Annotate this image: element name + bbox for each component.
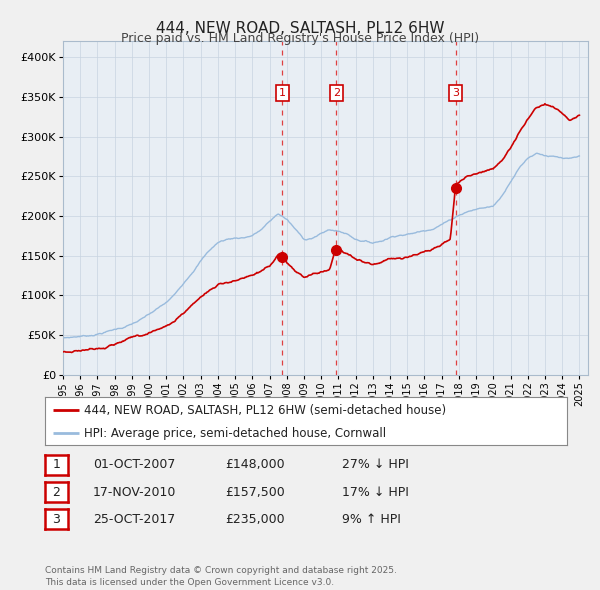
Text: £148,000: £148,000 — [225, 458, 284, 471]
Text: 25-OCT-2017: 25-OCT-2017 — [93, 513, 175, 526]
Text: 1: 1 — [279, 88, 286, 98]
Text: 27% ↓ HPI: 27% ↓ HPI — [342, 458, 409, 471]
Text: 2: 2 — [333, 88, 340, 98]
Text: 3: 3 — [52, 513, 61, 526]
Text: 17% ↓ HPI: 17% ↓ HPI — [342, 486, 409, 499]
Text: HPI: Average price, semi-detached house, Cornwall: HPI: Average price, semi-detached house,… — [84, 427, 386, 440]
Text: 1: 1 — [52, 458, 61, 471]
Text: 444, NEW ROAD, SALTASH, PL12 6HW (semi-detached house): 444, NEW ROAD, SALTASH, PL12 6HW (semi-d… — [84, 404, 446, 417]
Text: 444, NEW ROAD, SALTASH, PL12 6HW: 444, NEW ROAD, SALTASH, PL12 6HW — [156, 21, 444, 35]
Text: Price paid vs. HM Land Registry's House Price Index (HPI): Price paid vs. HM Land Registry's House … — [121, 32, 479, 45]
Text: 3: 3 — [452, 88, 459, 98]
Text: 2: 2 — [52, 486, 61, 499]
Text: 17-NOV-2010: 17-NOV-2010 — [93, 486, 176, 499]
Text: Contains HM Land Registry data © Crown copyright and database right 2025.
This d: Contains HM Land Registry data © Crown c… — [45, 566, 397, 587]
Text: 01-OCT-2007: 01-OCT-2007 — [93, 458, 175, 471]
Text: £235,000: £235,000 — [225, 513, 284, 526]
Text: 9% ↑ HPI: 9% ↑ HPI — [342, 513, 401, 526]
Text: £157,500: £157,500 — [225, 486, 285, 499]
